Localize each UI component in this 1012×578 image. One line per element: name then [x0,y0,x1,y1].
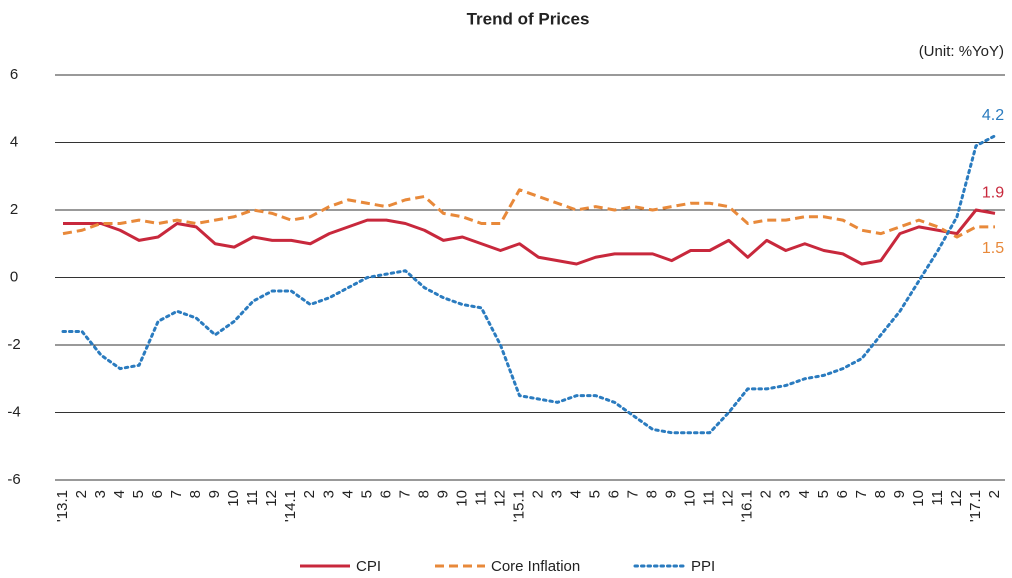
x-tick-label: 4 [111,490,128,498]
x-tick-label: 5 [815,490,832,498]
x-tick-label: '17.1 [967,490,984,522]
x-tick-label: 11 [244,490,261,506]
x-tick-label: 12 [948,490,965,507]
x-tick-label: 6 [834,490,851,498]
x-tick-label: 2 [301,490,318,498]
x-tick-label: 10 [682,490,699,507]
x-tick-label: 11 [929,490,946,506]
x-tick-label: 9 [663,490,680,498]
x-tick-label: 2 [529,490,546,498]
x-tick-label: 7 [168,490,185,498]
x-tick-label: 5 [130,490,147,498]
x-tick-label: 7 [625,490,642,498]
x-tick-label: 4 [796,490,813,498]
x-tick-label: 5 [587,490,604,498]
x-tick-label: 3 [92,490,109,498]
x-tick-label: '15.1 [510,490,527,522]
x-tick-label: 6 [606,490,623,498]
x-tick-label: 3 [320,490,337,498]
x-tick-label: 10 [453,490,470,507]
x-tick-label: 10 [910,490,927,507]
data-label: 1.9 [982,185,1004,202]
y-tick-label: -4 [7,403,20,420]
x-tick-label: 12 [491,490,508,507]
x-tick-label: 9 [206,490,223,498]
y-tick-label: -6 [7,471,20,488]
x-tick-label: 2 [758,490,775,498]
x-tick-label: 11 [472,490,489,506]
y-tick-label: 0 [10,268,18,285]
data-label: 1.5 [982,240,1004,257]
x-tick-label: 2 [986,490,1003,498]
y-tick-label: -2 [7,336,20,353]
x-tick-label: 8 [644,490,661,498]
x-tick-label: '16.1 [739,490,756,522]
series-line [63,208,996,266]
x-tick-label: 3 [548,490,565,498]
legend-label: Core Inflation [491,558,580,575]
series-line [61,134,997,435]
unit-label: (Unit: %YoY) [919,43,1004,60]
x-tick-label: 3 [777,490,794,498]
y-tick-label: 4 [10,133,18,150]
x-tick-label: 6 [149,490,166,498]
legend-label: CPI [356,558,381,575]
x-tick-label: 11 [701,490,718,506]
x-tick-label: 5 [358,490,375,498]
x-tick-label: 8 [872,490,889,498]
x-tick-label: 4 [339,490,356,498]
x-tick-label: 9 [891,490,908,498]
x-tick-label: 4 [568,490,585,498]
x-tick-label: 6 [377,490,394,498]
series-line [62,188,995,239]
x-tick-label: 7 [853,490,870,498]
x-tick-label: 10 [225,490,242,507]
legend-label: PPI [691,558,715,575]
x-tick-label: 12 [263,490,280,507]
x-tick-label: 12 [720,490,737,507]
y-tick-label: 6 [10,66,18,83]
x-tick-label: '13.1 [54,490,71,522]
x-tick-label: 8 [187,490,204,498]
data-label: 4.2 [982,107,1004,124]
x-tick-label: '14.1 [282,490,299,522]
x-tick-label: 9 [434,490,451,498]
x-tick-label: 2 [73,490,90,498]
x-tick-label: 8 [415,490,432,498]
x-tick-label: 7 [396,490,413,498]
chart-title: Trend of Prices [467,9,590,28]
y-tick-label: 2 [10,201,18,218]
